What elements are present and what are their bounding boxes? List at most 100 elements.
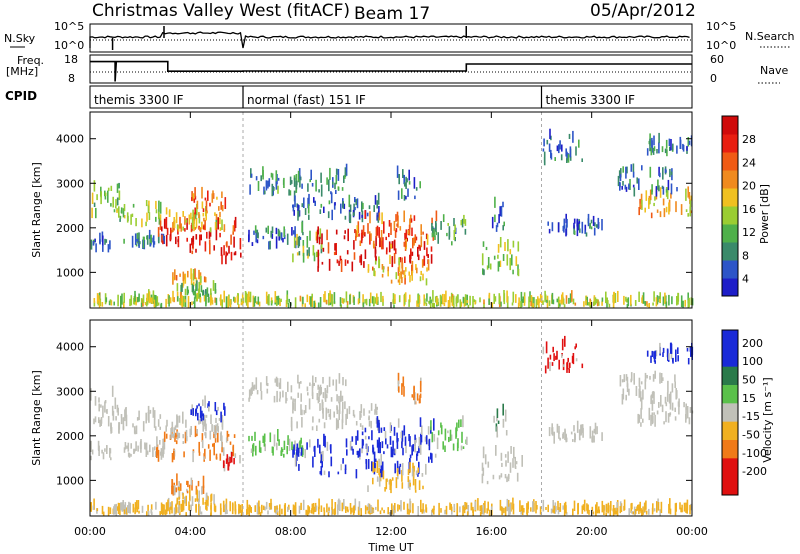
data-cell: [202, 475, 205, 488]
data-cell: [110, 300, 113, 306]
data-cell: [344, 215, 347, 220]
data-cell: [578, 429, 581, 440]
data-cell: [327, 211, 330, 219]
data-cell: [587, 504, 589, 511]
data-cell: [630, 503, 632, 513]
data-cell: [437, 232, 439, 244]
data-cell: [419, 276, 422, 282]
data-cell: [299, 295, 302, 302]
data-cell: [376, 406, 378, 410]
data-cell: [444, 510, 446, 515]
data-cell: [493, 255, 496, 260]
data-cell: [502, 418, 505, 428]
data-cell: [500, 205, 503, 217]
data-cell: [342, 458, 344, 464]
data-cell: [460, 301, 463, 307]
data-cell: [691, 298, 694, 306]
data-cell: [686, 508, 688, 514]
data-cell: [596, 426, 598, 435]
data-cell: [571, 290, 573, 302]
data-cell: [248, 504, 250, 511]
data-cell: [93, 202, 96, 207]
data-cell: [667, 358, 670, 362]
freq-panel: [89, 54, 693, 84]
data-cell: [294, 506, 297, 516]
data-cell: [225, 437, 228, 443]
data-cell: [533, 503, 535, 512]
data-cell: [667, 179, 670, 191]
data-cell: [572, 130, 574, 143]
data-cell: [340, 203, 342, 214]
data-cell: [638, 178, 640, 190]
data-cell: [387, 269, 389, 277]
data-cell: [546, 139, 549, 145]
data-cell: [345, 379, 347, 387]
data-cell: [219, 503, 222, 515]
data-cell: [115, 199, 117, 206]
data-cell: [297, 204, 299, 211]
data-cell: [401, 277, 403, 284]
data-cell: [352, 212, 355, 217]
data-cell: [140, 440, 142, 453]
data-cell: [538, 298, 540, 303]
data-cell: [227, 434, 230, 437]
data-cell: [621, 379, 624, 383]
data-cell: [179, 216, 181, 229]
data-cell: [344, 468, 347, 475]
data-cell: [504, 506, 507, 516]
data-cell: [589, 222, 591, 227]
data-cell: [209, 430, 212, 440]
data-cell: [592, 215, 595, 226]
data-cell: [179, 273, 181, 277]
data-cell: [355, 435, 357, 445]
data-cell: [196, 429, 198, 434]
data-cell: [163, 218, 166, 229]
data-cell: [180, 223, 182, 232]
data-cell: [208, 401, 210, 407]
data-cell: [684, 299, 686, 307]
data-cell: [214, 283, 217, 294]
data-cell: [603, 504, 605, 515]
data-cell: [456, 503, 458, 516]
x-tick-label: 12:00: [375, 525, 407, 538]
data-cell: [682, 300, 684, 308]
data-cell: [417, 473, 419, 477]
data-cell: [178, 491, 180, 500]
data-cell: [640, 508, 642, 514]
data-cell: [317, 259, 320, 268]
data-cell: [98, 417, 100, 424]
data-cell: [426, 293, 428, 302]
data-cell: [482, 504, 485, 515]
data-cell: [361, 214, 363, 218]
data-cell: [548, 143, 551, 152]
data-cell: [301, 203, 304, 208]
data-cell: [335, 189, 337, 194]
data-cell: [125, 414, 128, 427]
data-cell: [426, 234, 429, 245]
data-cell: [320, 505, 323, 512]
data-cell: [416, 451, 419, 457]
data-cell: [121, 293, 123, 305]
data-cell: [623, 374, 626, 383]
colorbar-frame: [721, 329, 739, 496]
data-cell: [354, 197, 356, 203]
data-cell: [203, 217, 205, 222]
data-cell: [195, 504, 197, 511]
data-cell: [184, 216, 186, 225]
data-cell: [205, 292, 207, 296]
data-cell: [528, 296, 530, 308]
data-cell: [136, 232, 139, 244]
data-cell: [670, 192, 672, 199]
data-cell: [194, 195, 197, 200]
data-cell: [308, 214, 310, 220]
data-cell: [316, 251, 318, 258]
data-cell: [240, 252, 242, 258]
data-cell: [346, 301, 349, 305]
data-cell: [199, 227, 201, 231]
data-cell: [90, 455, 92, 461]
data-cell: [321, 454, 323, 462]
data-cell: [368, 231, 371, 235]
data-cell: [181, 295, 183, 308]
data-cell: [648, 197, 650, 209]
data-cell: [323, 422, 326, 429]
